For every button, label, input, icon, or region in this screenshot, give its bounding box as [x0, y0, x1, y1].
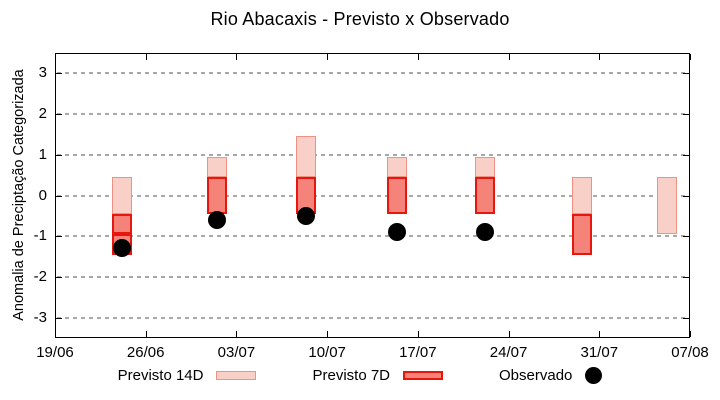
- x-tick-mark: [55, 54, 56, 60]
- previsto-7d-swatch: [403, 371, 444, 380]
- observado-dot: [476, 223, 495, 242]
- x-tick-label: 24/07: [489, 344, 528, 361]
- legend-item-observado: Observado: [499, 367, 603, 384]
- x-tick-mark: [599, 331, 601, 337]
- legend-label-observado: Observado: [499, 367, 573, 384]
- previsto-7d-bar: [112, 213, 133, 235]
- y-tick-mark: [683, 317, 689, 319]
- y-tick-mark: [683, 154, 689, 156]
- y-tick-mark: [683, 195, 689, 197]
- gridline: [57, 316, 688, 319]
- y-tick-mark: [683, 276, 689, 278]
- x-tick-mark: [327, 54, 329, 60]
- x-tick-label: 26/06: [126, 344, 165, 361]
- legend-label-previsto-7d: Previsto 7D: [312, 367, 391, 384]
- y-tick-mark: [683, 73, 689, 75]
- y-tick-label: 1: [38, 145, 47, 163]
- x-tick-mark: [690, 54, 691, 60]
- x-tick-label: 10/07: [308, 344, 346, 361]
- x-tick-mark: [145, 331, 147, 337]
- previsto-14d-bar: [206, 156, 227, 178]
- x-tick-mark: [599, 54, 601, 60]
- previsto-14d-bar: [572, 177, 593, 214]
- previsto-14d-bar: [112, 177, 133, 214]
- previsto-7d-bar: [572, 213, 593, 255]
- previsto-7d-bar: [387, 177, 408, 214]
- previsto-14d-bar: [656, 177, 677, 235]
- previsto-14d-swatch: [216, 371, 257, 380]
- observado-dot: [388, 223, 407, 242]
- y-tick-label: -2: [33, 267, 47, 285]
- x-tick-label: 07/08: [671, 344, 709, 361]
- gridline: [57, 113, 688, 116]
- y-tick-mark: [56, 73, 62, 75]
- x-tick-label: 17/07: [399, 344, 437, 361]
- x-tick-mark: [508, 54, 510, 60]
- y-tick-label: 2: [38, 105, 47, 123]
- y-tick-mark: [56, 154, 62, 156]
- x-tick-mark: [690, 331, 691, 337]
- previsto-7d-bar: [206, 177, 227, 214]
- gridline: [57, 194, 688, 197]
- y-tick-label: -3: [33, 308, 47, 326]
- previsto-14d-bar: [387, 156, 408, 178]
- y-tick-mark: [56, 276, 62, 278]
- y-tick-mark: [56, 114, 62, 116]
- y-tick-mark: [683, 236, 689, 238]
- previsto-14d-bar: [475, 156, 496, 178]
- chart-title: Rio Abacaxis - Previsto x Observado: [210, 9, 510, 29]
- previsto-7d-bar: [475, 177, 496, 214]
- previsto-14d-bar: [296, 136, 317, 178]
- y-tick-mark: [56, 195, 62, 197]
- observado-dot: [113, 239, 132, 258]
- legend-label-previsto-14d: Previsto 14D: [117, 367, 204, 384]
- observado-dot: [207, 210, 226, 229]
- observado-swatch: [585, 367, 603, 384]
- gridline: [57, 153, 688, 156]
- gridline: [57, 275, 688, 278]
- x-tick-mark: [417, 54, 419, 60]
- x-tick-mark: [327, 331, 329, 337]
- x-tick-mark: [145, 54, 147, 60]
- x-tick-label: 19/06: [36, 344, 74, 361]
- x-tick-mark: [417, 331, 419, 337]
- y-tick-label: 3: [38, 64, 47, 82]
- x-tick-mark: [236, 331, 238, 337]
- x-tick-mark: [508, 331, 510, 337]
- gridline: [57, 72, 688, 75]
- legend-item-previsto-14d: Previsto 14D: [118, 367, 257, 384]
- y-tick-mark: [683, 114, 689, 116]
- y-tick-mark: [56, 236, 62, 238]
- gridline: [57, 235, 688, 238]
- x-tick-mark: [236, 54, 238, 60]
- y-tick-mark: [56, 317, 62, 319]
- observado-dot: [297, 206, 316, 225]
- x-tick-label: 31/07: [580, 344, 619, 361]
- x-tick-mark: [55, 331, 56, 337]
- y-tick-label: -1: [33, 227, 47, 245]
- x-tick-label: 03/07: [217, 344, 256, 361]
- legend: Previsto 14D Previsto 7D Observado: [0, 367, 720, 384]
- legend-item-previsto-7d: Previsto 7D: [312, 367, 444, 384]
- y-tick-label: 0: [38, 186, 47, 204]
